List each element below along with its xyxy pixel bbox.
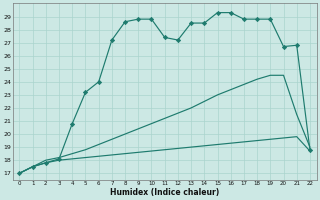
X-axis label: Humidex (Indice chaleur): Humidex (Indice chaleur) (110, 188, 219, 197)
